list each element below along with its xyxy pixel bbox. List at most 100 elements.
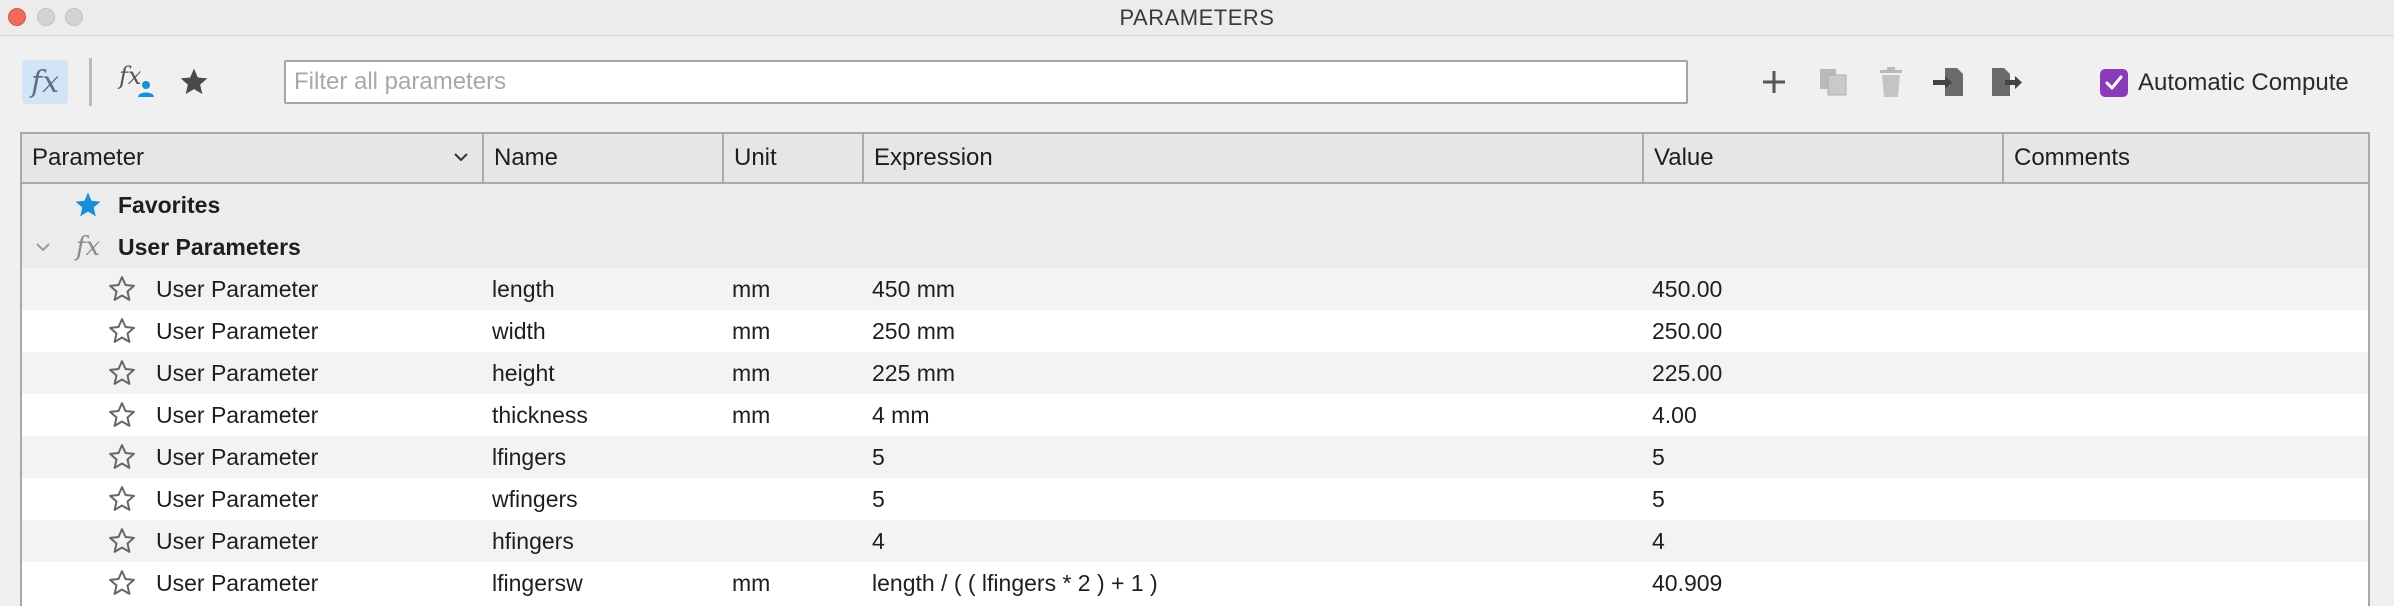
parameter-value: 40.909 [1652,569,1723,596]
parameter-expression[interactable]: 4 mm [872,401,930,428]
group-row-user-parameters[interactable]: fx User Parameters [22,226,2368,268]
parameters-table: Parameter Name Unit Expression Value Com… [20,132,2370,606]
parameter-expression[interactable]: length / ( ( lfingers * 2 ) + 1 ) [872,569,1158,596]
automatic-compute-toggle[interactable]: Automatic Compute [2100,66,2349,100]
column-header-parameter[interactable]: Parameter [22,134,484,182]
table-row[interactable]: User Parameter thickness mm 4 mm 4.00 [22,394,2368,436]
copy-icon [1820,69,1847,96]
group-label: User Parameters [118,233,301,260]
title-bar: PARAMETERS [0,0,2394,36]
import-icon [1933,68,1963,96]
parameter-name[interactable]: wfingers [492,485,578,512]
user-parameters-filter-button[interactable]: fx [112,58,162,106]
parameter-expression[interactable]: 250 mm [872,317,956,344]
column-header-unit[interactable]: Unit [724,134,864,182]
star-outline-icon [109,570,135,595]
parameter-type: User Parameter [156,401,319,428]
automatic-compute-label: Automatic Compute [2138,69,2349,96]
trash-icon [1880,67,1902,97]
star-filled-icon [75,192,101,217]
checkmark-icon [2105,75,2123,90]
star-outline-icon [109,318,135,343]
chevron-down-icon [454,153,468,162]
show-all-parameters-button[interactable]: fx [22,60,68,104]
column-header-value[interactable]: Value [1644,134,2004,182]
delete-parameter-button[interactable] [1869,58,1913,106]
parameter-name[interactable]: width [492,317,546,344]
parameter-type: User Parameter [156,359,319,386]
favorite-toggle[interactable] [104,478,140,520]
maximize-window-button[interactable] [65,8,83,26]
group-label: Favorites [118,191,221,218]
parameter-unit[interactable]: mm [732,359,771,386]
parameter-type: User Parameter [156,317,319,344]
favorite-toggle[interactable] [104,520,140,562]
parameter-expression[interactable]: 5 [872,443,885,470]
parameter-expression[interactable]: 5 [872,485,885,512]
table-row[interactable]: User Parameter height mm 225 mm 225.00 [22,352,2368,394]
minimize-window-button[interactable] [37,8,55,26]
parameter-value: 250.00 [1652,317,1723,344]
automatic-compute-checkbox[interactable] [2100,69,2128,97]
table-row[interactable]: User Parameter lfingersw mm length / ( (… [22,562,2368,604]
table-row[interactable]: User Parameter hfingers 4 4 [22,520,2368,562]
favorite-toggle[interactable] [104,268,140,310]
filter-parameters-input[interactable] [284,60,1688,104]
parameter-unit[interactable]: mm [732,317,771,344]
column-header-name[interactable]: Name [484,134,724,182]
table-row[interactable]: User Parameter width mm 250 mm 250.00 [22,310,2368,352]
star-outline-icon [109,528,135,553]
parameter-value: 5 [1652,485,1665,512]
table-row[interactable]: User Parameter wfingers 5 5 [22,478,2368,520]
parameter-expression[interactable]: 450 mm [872,275,956,302]
favorite-toggle[interactable] [104,562,140,604]
column-header-expression[interactable]: Expression [864,134,1644,182]
favorite-toggle[interactable] [104,310,140,352]
parameter-unit[interactable]: mm [732,569,771,596]
parameter-expression[interactable]: 4 [872,527,885,554]
parameter-unit[interactable]: mm [732,275,771,302]
parameter-name[interactable]: lfingersw [492,569,583,596]
parameter-value: 5 [1652,443,1665,470]
favorite-toggle[interactable] [104,436,140,478]
favorite-toggle[interactable] [104,394,140,436]
close-window-button[interactable] [8,8,26,26]
parameter-type: User Parameter [156,485,319,512]
export-parameters-button[interactable] [1984,58,2028,106]
copy-parameter-button[interactable] [1811,58,1855,106]
chevron-down-icon [36,243,50,252]
group-row-favorites[interactable]: Favorites [22,184,2368,226]
parameter-value: 4.00 [1652,401,1697,428]
table-header: Parameter Name Unit Expression Value Com… [22,132,2368,184]
parameter-value: 450.00 [1652,275,1723,302]
parameter-expression[interactable]: 225 mm [872,359,956,386]
table-row[interactable]: User Parameter length mm 450 mm 450.00 [22,268,2368,310]
parameter-type: User Parameter [156,275,319,302]
export-icon [1992,68,2022,96]
parameter-name[interactable]: hfingers [492,527,574,554]
star-outline-icon [109,276,135,301]
toolbar: fx fx [0,36,2394,132]
favorite-toggle[interactable] [104,352,140,394]
fx-icon: fx [30,64,60,100]
parameter-name[interactable]: length [492,275,555,302]
parameter-unit[interactable]: mm [732,401,771,428]
star-filled-icon [180,68,208,94]
plus-icon [1763,71,1785,93]
parameter-type: User Parameter [156,443,319,470]
table-row[interactable]: User Parameter lfingers 5 5 [22,436,2368,478]
parameter-name[interactable]: thickness [492,401,588,428]
parameter-value: 225.00 [1652,359,1723,386]
parameter-name[interactable]: lfingers [492,443,567,470]
star-outline-icon [109,402,135,427]
parameter-name[interactable]: height [492,359,555,386]
parameter-type: User Parameter [156,527,319,554]
star-outline-icon [109,486,135,511]
import-parameters-button[interactable] [1926,58,1970,106]
star-outline-icon [109,360,135,385]
add-parameter-button[interactable] [1752,58,1796,106]
expand-toggle[interactable] [28,226,58,268]
favorites-filter-button[interactable] [172,58,216,106]
column-header-comments[interactable]: Comments [2014,144,2131,171]
parameter-value: 4 [1652,527,1665,554]
